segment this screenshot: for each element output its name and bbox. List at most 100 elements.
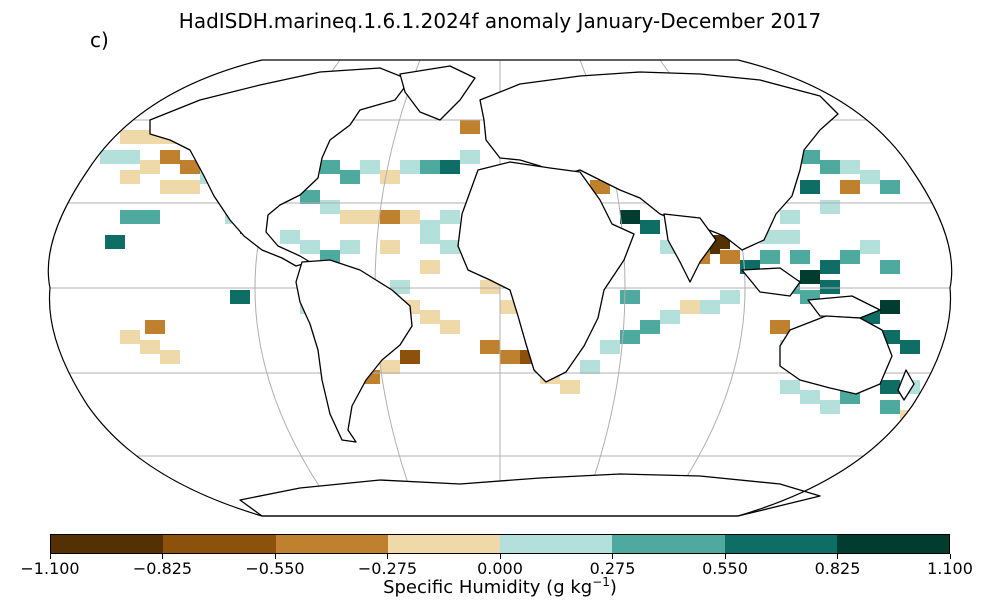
anomaly-cell — [860, 240, 880, 254]
anomaly-cell — [440, 320, 460, 334]
globe-outline — [47, 59, 953, 517]
colorbar-tick-label: 1.100 — [927, 559, 973, 578]
anomaly-cell — [120, 330, 140, 344]
anomaly-cell — [360, 160, 380, 174]
anomaly-cell — [820, 200, 840, 214]
anomaly-cell — [340, 210, 360, 224]
map-title: HadISDH.marineq.1.6.1.2024f anomaly Janu… — [178, 9, 822, 33]
anomaly-cell — [380, 170, 400, 184]
anomaly-cell — [400, 210, 420, 224]
anomaly-cell — [780, 230, 800, 244]
anomaly-cell — [140, 210, 160, 224]
colorbar-segment — [51, 535, 164, 553]
anomaly-cell — [640, 220, 660, 234]
anomaly-cell — [320, 160, 340, 174]
anomaly-cell — [280, 230, 300, 244]
anomaly-cell — [820, 260, 840, 274]
anomaly-cell — [160, 180, 180, 194]
anomaly-cell — [590, 180, 610, 194]
anomaly-cell — [400, 160, 420, 174]
anomaly-cell — [420, 260, 440, 274]
colorbar-segment — [612, 535, 725, 553]
colorbar-tick-mark — [162, 554, 163, 559]
anomaly-cell — [680, 300, 700, 314]
colorbar-tick-label: −0.825 — [132, 559, 193, 578]
anomaly-cell — [420, 310, 440, 324]
anomaly-cell — [120, 170, 140, 184]
anomaly-cell — [380, 240, 400, 254]
anomaly-cell — [120, 210, 140, 224]
anomaly-cell — [880, 180, 900, 194]
anomaly-cell — [800, 180, 820, 194]
anomaly-cell — [400, 350, 420, 364]
anomaly-cell — [880, 300, 900, 314]
colorbar-segment — [500, 535, 613, 553]
anomaly-cell — [140, 340, 160, 354]
colorbar-tick-label: 0.275 — [589, 559, 636, 578]
colorbar-tick-label: −0.550 — [245, 559, 305, 578]
anomaly-cell — [700, 300, 720, 314]
colorbar-segment — [836, 535, 949, 553]
anomaly-cell — [420, 230, 440, 244]
anomaly-cell — [120, 130, 140, 144]
anomaly-cell — [145, 320, 165, 334]
anomaly-cell — [230, 290, 250, 304]
anomaly-cell — [640, 320, 660, 334]
colorbar-tick-mark — [837, 554, 838, 559]
anomaly-cell — [300, 190, 320, 204]
anomaly-cell — [500, 350, 520, 364]
anomaly-cell — [560, 380, 580, 394]
anomaly-cell — [820, 160, 840, 174]
anomaly-cell — [780, 380, 800, 394]
anomaly-cell — [440, 210, 460, 224]
colorbar-tick-label: 0.825 — [814, 559, 861, 578]
colorbar-tick-mark — [612, 554, 613, 559]
anomaly-cell — [100, 150, 120, 164]
anomaly-cell — [660, 310, 680, 324]
anomaly-cell — [800, 270, 820, 284]
anomaly-cell — [390, 280, 410, 294]
anomaly-cell — [320, 200, 340, 214]
anomaly-cell — [580, 360, 600, 374]
colorbar-tick-label: 0.550 — [702, 559, 748, 578]
colorbar-tick-mark — [387, 554, 388, 559]
anomaly-cell — [780, 210, 800, 224]
anomaly-cell — [440, 240, 460, 254]
anomaly-cell — [900, 340, 920, 354]
anomaly-cell — [860, 170, 880, 184]
anomaly-cell — [120, 150, 140, 164]
anomaly-cell — [800, 390, 820, 404]
anomaly-cell — [180, 160, 200, 174]
anomaly-cell — [300, 240, 320, 254]
colorbar-tick-mark — [724, 554, 726, 559]
colorbar-segment — [163, 535, 276, 553]
colorbar-tick-mark — [499, 554, 501, 559]
world-map — [47, 59, 953, 517]
anomaly-cell — [140, 160, 160, 174]
colorbar-segment — [724, 535, 837, 553]
anomaly-cell — [820, 280, 840, 294]
anomaly-cell — [840, 160, 860, 174]
anomaly-cell — [160, 350, 180, 364]
colorbar-segment — [275, 535, 388, 553]
anomaly-cell — [160, 150, 180, 164]
colorbar-tick-mark — [49, 554, 51, 559]
colorbar-segment — [387, 535, 500, 553]
colorbar — [50, 534, 950, 554]
anomaly-cell — [480, 340, 500, 354]
anomaly-cell — [760, 250, 780, 264]
anomaly-cell — [800, 150, 820, 164]
anomaly-cell — [360, 210, 380, 224]
anomaly-cell — [770, 320, 790, 334]
anomaly-cell — [620, 330, 640, 344]
anomaly-cell — [790, 250, 810, 264]
anomaly-cell — [600, 340, 620, 354]
anomaly-cell — [880, 380, 900, 394]
anomaly-cell — [880, 400, 900, 414]
anomaly-cell — [380, 210, 400, 224]
anomaly-cell — [880, 260, 900, 274]
anomaly-cell — [460, 150, 480, 164]
anomaly-cell — [460, 120, 480, 134]
anomaly-cell — [440, 160, 460, 174]
anomaly-cell — [180, 180, 200, 194]
